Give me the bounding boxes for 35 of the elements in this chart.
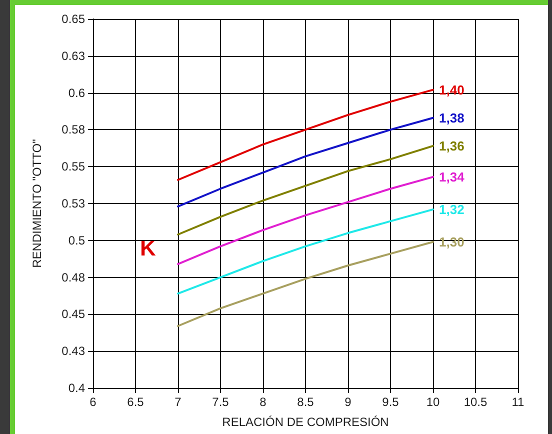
x-tick-label: 8.5 — [297, 395, 314, 409]
line-series — [177, 116, 434, 208]
x-tick-label: 8 — [260, 395, 267, 409]
x-tick-label: 11 — [512, 395, 525, 409]
x-tick-label: 6 — [90, 395, 97, 409]
y-tick-label: 0.65 — [62, 12, 86, 26]
y-tick-label: 0.45 — [62, 307, 86, 322]
x-tick-label: 10 — [426, 395, 440, 409]
line-series — [177, 176, 434, 266]
x-tick-label: 7 — [174, 395, 182, 409]
y-tick-label: 0.58 — [62, 122, 86, 137]
x-tick-label: 9.5 — [382, 395, 400, 409]
y-tick-label: 0.48 — [62, 270, 86, 284]
y-tick-label: 0.5 — [68, 233, 86, 248]
y-tick-label: 0.6 — [68, 86, 86, 100]
line-series — [177, 88, 434, 181]
x-axis-title: RELACIÓN DE COMPRESIÓN — [222, 415, 389, 429]
series-label: 1,38 — [439, 110, 464, 126]
series-label: 1,32 — [439, 202, 464, 217]
series-label: 1,36 — [439, 138, 464, 154]
x-tick-label: 10.5 — [464, 395, 488, 409]
y-tick-label: 0.4 — [68, 381, 86, 395]
series-label: 1,34 — [439, 169, 466, 184]
line-series — [177, 240, 434, 328]
y-tick-label: 0.63 — [62, 48, 86, 63]
x-tick-label: 6.5 — [127, 395, 144, 409]
y-axis-title: RENDIMIENTO "OTTO" — [30, 139, 44, 268]
line-series — [177, 208, 434, 295]
x-tick-label: 9 — [344, 395, 352, 409]
y-tick-label: 0.53 — [62, 196, 86, 210]
line-series — [177, 144, 434, 236]
y-tick-label: 0.43 — [62, 344, 86, 358]
y-tick-label: 0.55 — [62, 160, 86, 174]
x-tick-label: 7.5 — [212, 395, 230, 409]
annotation: K — [140, 236, 156, 260]
